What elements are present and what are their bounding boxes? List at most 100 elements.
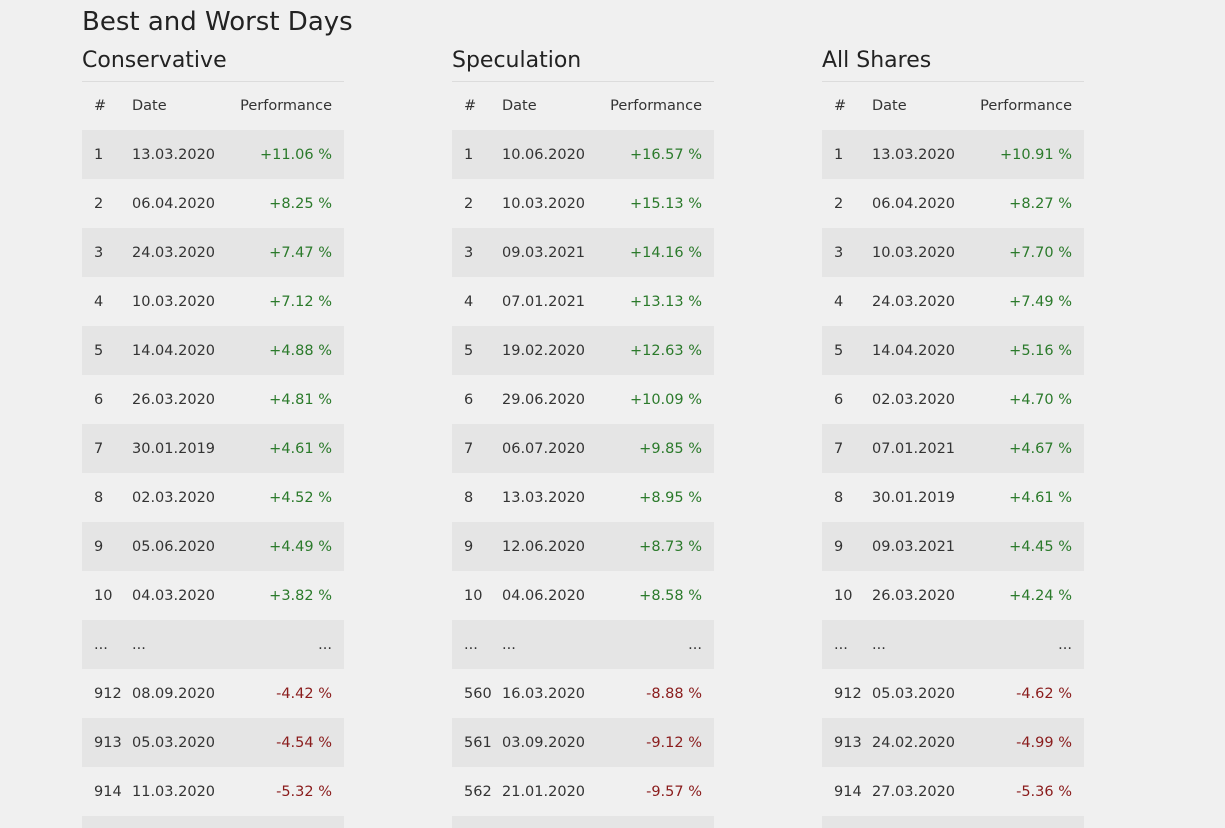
row-num: ... bbox=[82, 620, 132, 669]
row-date: 04.03.2020 bbox=[132, 587, 216, 604]
row-performance: +14.16 % bbox=[602, 228, 714, 277]
row-date bbox=[132, 816, 232, 828]
table-row: 1 10.06.2020 +16.57 % bbox=[452, 130, 714, 179]
row-date: 30.01.2019 bbox=[132, 424, 232, 473]
table-row: 3 10.03.2020 +7.70 % bbox=[822, 228, 1084, 277]
row-date: 13.03.2020 bbox=[132, 130, 232, 179]
row-performance: -4.62 % bbox=[1016, 685, 1072, 702]
row-date: 21.01.2020 bbox=[502, 783, 586, 800]
row-num: 10 bbox=[94, 587, 113, 604]
row-num: 6 bbox=[834, 391, 844, 408]
row-performance: +16.57 % bbox=[602, 130, 714, 179]
row-num: 913 bbox=[822, 718, 872, 767]
row-num: ... bbox=[452, 620, 502, 669]
table-row: 10 04.06.2020 +8.58 % bbox=[452, 571, 714, 620]
row-date: 13.03.2020 bbox=[872, 130, 972, 179]
table-all-shares: All Shares # Date Performance 1 13.03.202… bbox=[822, 44, 1084, 828]
header-date: Date bbox=[502, 98, 537, 114]
performance-table: # Date Performance 1 10.06.2020 +16.57 % 2 1… bbox=[452, 82, 714, 828]
table-row: 4 07.01.2021 +13.13 % bbox=[452, 277, 714, 326]
row-performance: +7.12 % bbox=[269, 293, 332, 310]
row-num: 8 bbox=[464, 489, 474, 506]
row-performance: +4.52 % bbox=[269, 489, 332, 506]
row-num: 1 bbox=[822, 130, 872, 179]
row-num: 2 bbox=[834, 195, 844, 212]
table-row: 5 14.04.2020 +5.16 % bbox=[822, 326, 1084, 375]
row-performance: +4.61 % bbox=[1009, 489, 1072, 506]
row-date: 06.04.2020 bbox=[872, 195, 956, 212]
row-num: 913 bbox=[82, 718, 132, 767]
table-header-row: # Date Performance bbox=[82, 82, 344, 130]
row-date: 24.02.2020 bbox=[872, 718, 972, 767]
header-date: Date bbox=[132, 98, 167, 114]
header-performance: Performance bbox=[610, 98, 702, 114]
row-performance: +8.73 % bbox=[602, 522, 714, 571]
row-performance: +5.16 % bbox=[972, 326, 1084, 375]
table-row: 2 06.04.2020 +8.25 % bbox=[82, 179, 344, 228]
row-date: 16.03.2020 bbox=[502, 685, 586, 702]
performance-table: # Date Performance 1 13.03.2020 +11.06 % 2 0… bbox=[82, 82, 344, 828]
table-row: 5 19.02.2020 +12.63 % bbox=[452, 326, 714, 375]
row-performance: +11.06 % bbox=[232, 130, 344, 179]
table-row: 9 05.06.2020 +4.49 % bbox=[82, 522, 344, 571]
table-row: 6 02.03.2020 +4.70 % bbox=[822, 375, 1084, 424]
table-row: 560 16.03.2020 -8.88 % bbox=[452, 669, 714, 718]
row-num: 5 bbox=[452, 326, 502, 375]
row-date: 24.03.2020 bbox=[872, 293, 956, 310]
row-date: 13.03.2020 bbox=[502, 489, 586, 506]
table-row: ......... bbox=[822, 620, 1084, 669]
table-row: 913 24.02.2020 -4.99 % bbox=[822, 718, 1084, 767]
row-num: 1 bbox=[452, 130, 502, 179]
row-performance: +12.63 % bbox=[602, 326, 714, 375]
row-date: 10.03.2020 bbox=[872, 228, 972, 277]
table-row: 8 02.03.2020 +4.52 % bbox=[82, 473, 344, 522]
row-num bbox=[82, 816, 132, 828]
row-performance bbox=[232, 816, 344, 828]
row-num: 9 bbox=[452, 522, 502, 571]
table-row bbox=[822, 816, 1084, 828]
row-date: 24.03.2020 bbox=[132, 228, 232, 277]
row-performance: +7.49 % bbox=[1009, 293, 1072, 310]
row-date: 04.06.2020 bbox=[502, 587, 586, 604]
header-performance: Performance bbox=[240, 98, 332, 114]
row-num: 4 bbox=[464, 293, 474, 310]
row-num: 3 bbox=[452, 228, 502, 277]
row-num: ... bbox=[822, 620, 872, 669]
row-num: 914 bbox=[834, 783, 862, 800]
table-row bbox=[452, 816, 714, 828]
table-row: 10 26.03.2020 +4.24 % bbox=[822, 571, 1084, 620]
header-num: # bbox=[94, 98, 107, 114]
row-date: 07.01.2021 bbox=[502, 293, 586, 310]
table-row: 2 06.04.2020 +8.27 % bbox=[822, 179, 1084, 228]
row-num: 5 bbox=[822, 326, 872, 375]
row-date: 05.03.2020 bbox=[132, 718, 232, 767]
row-performance: -4.99 % bbox=[972, 718, 1084, 767]
row-performance: -4.54 % bbox=[232, 718, 344, 767]
table-row: 1 13.03.2020 +11.06 % bbox=[82, 130, 344, 179]
table-row: 912 08.09.2020 -4.42 % bbox=[82, 669, 344, 718]
row-date: 26.03.2020 bbox=[872, 587, 956, 604]
row-date: ... bbox=[872, 620, 972, 669]
row-performance: +8.25 % bbox=[269, 195, 332, 212]
table-row: 562 21.01.2020 -9.57 % bbox=[452, 767, 714, 816]
row-date: 05.06.2020 bbox=[132, 522, 232, 571]
table-row: 914 27.03.2020 -5.36 % bbox=[822, 767, 1084, 816]
row-performance: +9.85 % bbox=[602, 424, 714, 473]
row-date: 14.04.2020 bbox=[132, 326, 232, 375]
row-performance: ... bbox=[232, 620, 344, 669]
row-date: 26.03.2020 bbox=[132, 391, 216, 408]
table-title: All Shares bbox=[822, 44, 1084, 82]
row-num bbox=[822, 816, 872, 828]
row-num: 7 bbox=[452, 424, 502, 473]
row-performance: +8.95 % bbox=[639, 489, 702, 506]
table-row: 8 30.01.2019 +4.61 % bbox=[822, 473, 1084, 522]
table-row: 913 05.03.2020 -4.54 % bbox=[82, 718, 344, 767]
table-title: Conservative bbox=[82, 44, 344, 82]
row-performance: +8.58 % bbox=[639, 587, 702, 604]
header-performance: Performance bbox=[980, 98, 1072, 114]
table-conservative: Conservative # Date Performance 1 13.03.2… bbox=[82, 44, 344, 828]
row-date: 02.03.2020 bbox=[872, 391, 956, 408]
row-date bbox=[502, 816, 602, 828]
table-row: 8 13.03.2020 +8.95 % bbox=[452, 473, 714, 522]
